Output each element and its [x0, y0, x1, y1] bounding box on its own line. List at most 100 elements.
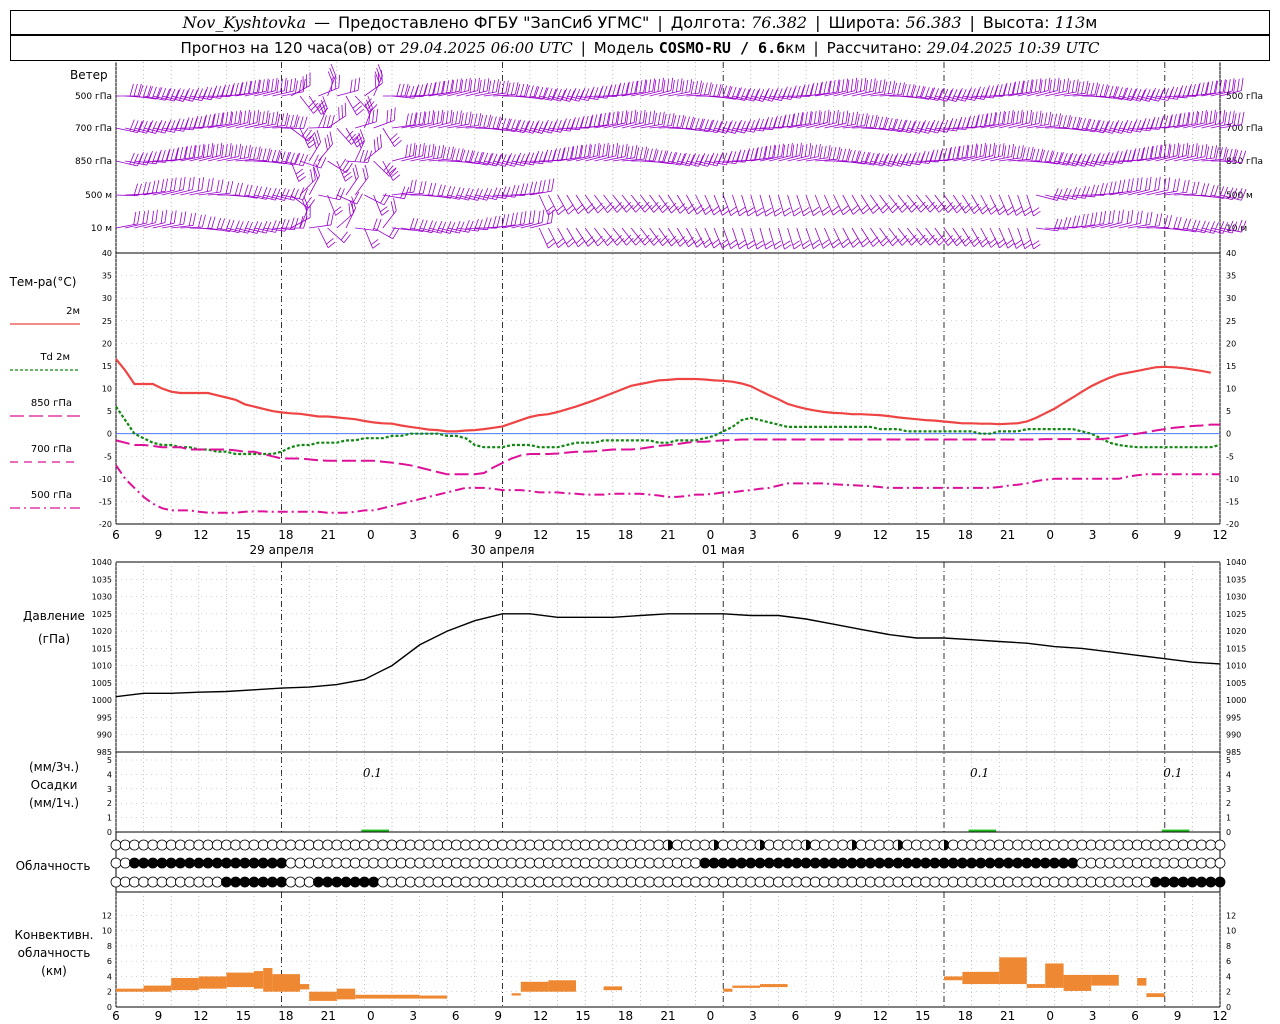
- temp-tick-left: 5: [107, 407, 112, 416]
- wind-barb-feather: [791, 113, 796, 127]
- wind-barb-feather: [1053, 151, 1059, 164]
- precip-tick-left: 4: [107, 770, 112, 779]
- wind-barb-feather: [482, 79, 486, 92]
- wind-barb-feather: [1112, 210, 1115, 223]
- wind-barb-feather: [933, 120, 940, 133]
- wind-barb-feather: [1191, 111, 1195, 125]
- wind-barb-feather: [982, 207, 990, 215]
- wind-barb-feather: [137, 121, 143, 133]
- wind-barb-feather: [202, 116, 207, 129]
- wind-barb-feather: [258, 148, 263, 161]
- wind-barb-feather: [210, 178, 214, 191]
- pressure-tick-left: 1005: [92, 679, 112, 688]
- cloud-symbol: [773, 839, 784, 851]
- wind-barb: [759, 194, 767, 217]
- wind-barb-feather: [596, 142, 600, 156]
- wind-barb-feather: [1145, 177, 1148, 191]
- wind-barb: [916, 194, 931, 213]
- wind-barb-feather: [198, 115, 203, 129]
- wind-barb-feather: [860, 237, 869, 244]
- cloud-symbol: [1003, 839, 1014, 851]
- cloud-symbol: [966, 876, 977, 888]
- cloud-symbol: [496, 857, 508, 869]
- wind-barb-feather: [1099, 153, 1105, 166]
- wind-barb-feather: [657, 112, 661, 126]
- wind-barb-feather: [1034, 111, 1038, 125]
- wind-barb-feather: [1176, 142, 1180, 156]
- wind-barb-feather: [814, 82, 819, 96]
- wind-barb-feather: [782, 144, 786, 158]
- wind-barb-feather: [836, 146, 841, 160]
- wind-barb-feather: [790, 113, 795, 127]
- cloud-symbol: [607, 839, 619, 851]
- cloud-symbol: [340, 839, 352, 851]
- wind-barb-feather: [155, 122, 161, 134]
- wind-barb-feather: [446, 80, 450, 93]
- wind-barb-feather: [626, 237, 634, 246]
- wind-barb-feather: [1030, 112, 1034, 126]
- wind-barb-feather: [792, 240, 800, 246]
- wind-barb-feather: [258, 80, 261, 94]
- wind-barb-feather: [160, 87, 167, 100]
- wind-barb: [309, 224, 332, 229]
- conv-time-tick-label: 0: [707, 1009, 715, 1023]
- wind-barb-feather: [560, 148, 565, 161]
- conv-bar: [1137, 977, 1147, 986]
- wind-barb-feather: [832, 110, 835, 124]
- cloud-symbol: [1067, 876, 1079, 888]
- wind-barb: [603, 227, 618, 246]
- wind-barb-feather: [479, 115, 484, 128]
- wind-barb-feather: [948, 147, 952, 160]
- wind-barb-feather: [956, 205, 965, 214]
- wind-barb-feather: [556, 205, 564, 212]
- cloud-symbol: [110, 839, 122, 851]
- wind-barb-feather: [1068, 116, 1073, 129]
- wind-barb-feather: [663, 151, 669, 163]
- wind-barb-feather: [488, 116, 493, 129]
- cloud-symbol: [1113, 839, 1125, 851]
- wind-barb-feather: [768, 117, 773, 130]
- wind-barb-feather: [1071, 80, 1075, 93]
- wind-barb-feather: [909, 154, 916, 166]
- cloud-symbol: [1049, 876, 1060, 888]
- wind-barb-feather: [1169, 114, 1173, 127]
- cloud-symbol: [515, 839, 527, 851]
- alt-unit: м: [1085, 13, 1098, 32]
- wind-barb: [998, 194, 1009, 216]
- conv-time-tick-label: 9: [1174, 1009, 1182, 1023]
- wind-barb-feather: [516, 83, 521, 97]
- wind-barb-feather: [648, 111, 652, 125]
- wind-barb-feather: [239, 146, 244, 159]
- temp-tick-right: 15: [1226, 362, 1236, 371]
- cloud-symbol: [1168, 857, 1180, 869]
- cloud-symbol: [570, 857, 582, 869]
- wind-barb-feather: [1177, 113, 1181, 127]
- cloud-symbol: [404, 876, 416, 888]
- wind-barb-feather: [906, 84, 911, 97]
- cloud-symbol: [331, 857, 343, 869]
- cloud-symbol: [487, 857, 499, 869]
- wind-barb-feather: [1114, 150, 1119, 163]
- cloud-symbol: [1159, 839, 1171, 851]
- wind-barb: [345, 95, 358, 116]
- wind-barb-feather: [1108, 181, 1113, 195]
- cloud-symbol: [1058, 876, 1069, 888]
- wind-barb-feather: [713, 242, 722, 249]
- wind-barb-feather: [1222, 186, 1228, 199]
- wind-barb-feather: [285, 151, 292, 164]
- wind-barb-feather: [239, 111, 243, 125]
- wind-barb: [879, 194, 893, 214]
- wind-barb-feather: [1032, 207, 1040, 213]
- wind-barb-feather: [229, 111, 233, 124]
- conv-bar: [309, 991, 337, 1001]
- wind-barb-feather: [620, 144, 624, 158]
- wind-level-label-right: 700 гПа: [1226, 124, 1263, 134]
- wind-barb-feather: [819, 81, 823, 95]
- wind-barb-feather: [1103, 84, 1108, 97]
- wind-barb-feather: [1053, 78, 1056, 92]
- wind-barb-feather: [1178, 113, 1182, 126]
- wind-barb-feather: [1186, 179, 1190, 193]
- wind-barb-feather: [1154, 177, 1157, 191]
- wind-barb-feather: [920, 237, 929, 246]
- wind-barb: [649, 194, 663, 213]
